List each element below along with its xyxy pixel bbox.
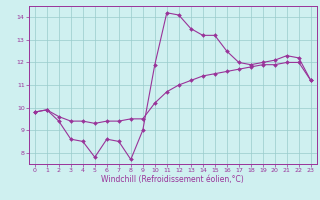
X-axis label: Windchill (Refroidissement éolien,°C): Windchill (Refroidissement éolien,°C) xyxy=(101,175,244,184)
